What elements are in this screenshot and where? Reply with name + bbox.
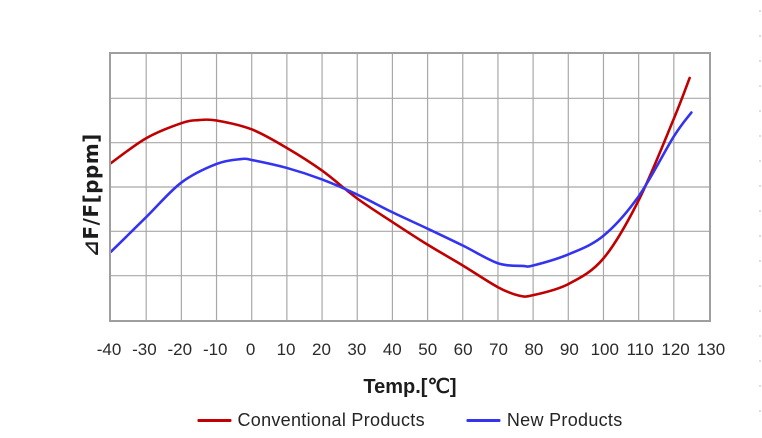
x-tick-label: 30	[347, 340, 367, 359]
conventional-products-line	[111, 76, 691, 298]
x-tick-label: 40	[382, 340, 402, 359]
x-tick-label: 0	[245, 340, 256, 359]
legend-label-new: New Products	[506, 410, 623, 430]
new-products-line-swatch	[466, 419, 501, 422]
x-tick-label: -30	[132, 340, 157, 359]
plot-area	[109, 52, 711, 322]
x-tick-label: 130	[696, 340, 726, 359]
x-tick-label: 90	[559, 340, 579, 359]
delta-symbol: ⊿	[79, 239, 103, 257]
conventional-products-line-swatch	[197, 419, 232, 422]
x-tick-label: 70	[489, 340, 508, 359]
legend-label-conventional: Conventional Products	[237, 410, 425, 430]
x-tick-label: 50	[418, 340, 438, 359]
page-edge-tick-marks	[759, 10, 761, 430]
x-axis-tick-labels: -40 -30 -20 -10 0 10 20 30 40 50 60 70 80 90 100 110 120…	[0, 340, 762, 362]
x-tick-label: 10	[276, 340, 296, 359]
x-tick-label: 80	[524, 340, 544, 359]
x-tick-label: 20	[312, 340, 331, 359]
x-tick-label: 120	[661, 340, 690, 359]
legend-item-new: New Products	[466, 410, 623, 431]
x-tick-label: -40	[96, 340, 122, 359]
x-axis-title: Temp.[℃]	[363, 376, 457, 398]
legend: Conventional Products New Products	[197, 410, 622, 431]
x-tick-label: 60	[453, 340, 473, 359]
y-axis-title-text: F/F[ppm]	[79, 133, 103, 240]
plot-svg	[111, 54, 709, 320]
x-tick-label: 100	[590, 340, 619, 359]
x-tick-label: 110	[626, 340, 654, 359]
x-tick-label: -10	[202, 340, 228, 359]
legend-item-conventional: Conventional Products	[197, 410, 425, 431]
new-products-line	[111, 111, 693, 268]
x-tick-label: -20	[167, 340, 193, 359]
